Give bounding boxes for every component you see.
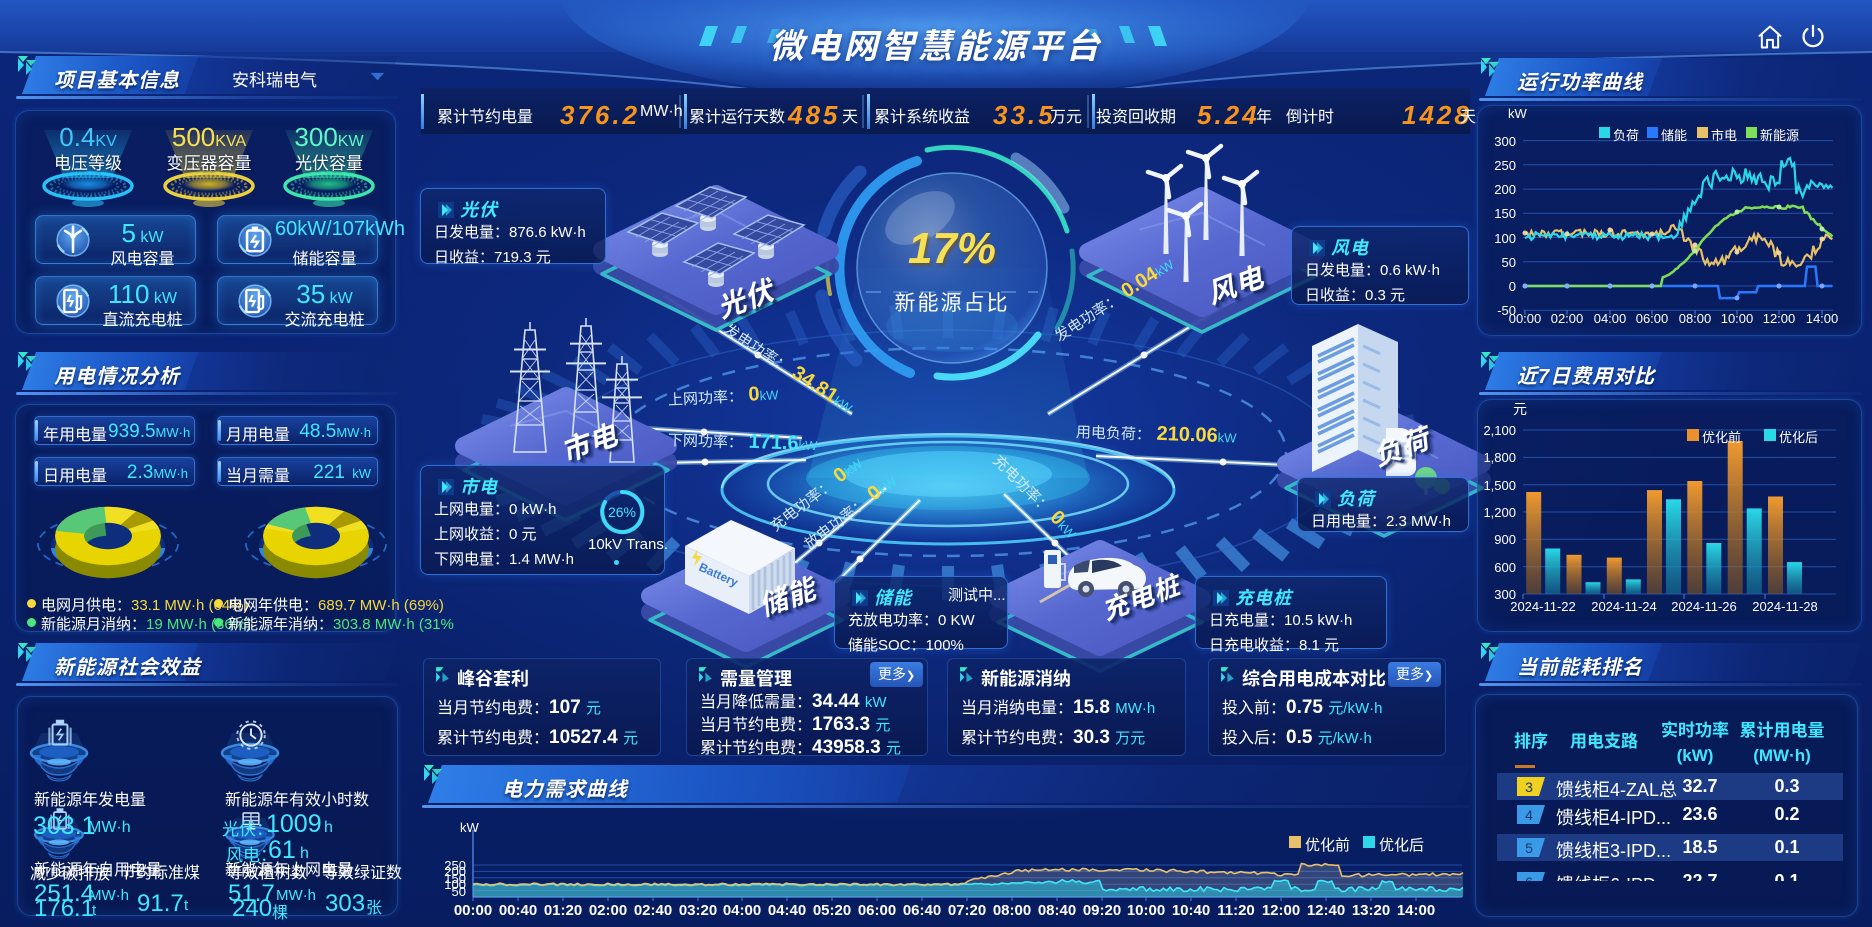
svg-text:1,500: 1,500 [1483,478,1516,493]
svg-text:50: 50 [1502,255,1516,270]
svg-text:08:00: 08:00 [993,902,1031,919]
svg-text:0: 0 [1509,279,1516,294]
svg-text:05:20: 05:20 [813,902,851,919]
svg-text:06:40: 06:40 [903,902,941,919]
svg-text:元: 元 [1513,399,1527,419]
svg-text:600: 600 [1494,560,1516,575]
svg-text:100: 100 [1494,231,1516,246]
svg-text:00:00: 00:00 [1509,311,1542,326]
svg-text:150: 150 [1494,206,1516,221]
svg-text:300: 300 [1494,587,1516,602]
svg-text:06:00: 06:00 [858,902,896,919]
svg-text:2024-11-24: 2024-11-24 [1591,599,1657,614]
svg-text:06:00: 06:00 [1636,311,1669,326]
svg-text:13:20: 13:20 [1352,902,1390,919]
svg-text:03:20: 03:20 [679,902,717,919]
svg-text:10:00: 10:00 [1127,902,1165,919]
svg-text:200: 200 [444,864,466,879]
svg-text:1,200: 1,200 [1483,505,1516,520]
svg-text:2,100: 2,100 [1483,423,1516,438]
svg-text:11:20: 11:20 [1217,902,1255,919]
svg-text:150: 150 [444,871,466,886]
svg-text:1,800: 1,800 [1483,450,1516,465]
svg-text:2024-11-26: 2024-11-26 [1671,599,1737,614]
svg-text:kW: kW [1508,106,1528,121]
svg-text:4: 4 [1525,807,1533,823]
svg-text:50: 50 [452,884,466,899]
svg-text:300: 300 [1494,134,1516,149]
svg-text:-50: -50 [1497,303,1516,318]
svg-text:08:40: 08:40 [1038,902,1076,919]
svg-text:12:00: 12:00 [1763,311,1796,326]
svg-text:04:40: 04:40 [768,902,806,919]
svg-text:900: 900 [1494,532,1516,547]
svg-text:5: 5 [1525,840,1533,856]
svg-text:12:40: 12:40 [1307,902,1345,919]
svg-text:08:00: 08:00 [1679,311,1712,326]
svg-text:04:00: 04:00 [723,902,761,919]
svg-text:250: 250 [444,858,466,873]
svg-text:12:00: 12:00 [1262,902,1300,919]
svg-text:kW: kW [460,820,480,835]
svg-text:10:00: 10:00 [1721,311,1754,326]
svg-text:14:00: 14:00 [1806,311,1839,326]
svg-text:02:40: 02:40 [634,902,672,919]
svg-text:09:20: 09:20 [1083,902,1121,919]
svg-text:00:40: 00:40 [499,902,537,919]
svg-text:2024-11-22: 2024-11-22 [1510,599,1576,614]
svg-text:100: 100 [444,877,466,892]
svg-text:02:00: 02:00 [1551,311,1584,326]
svg-text:00:00: 00:00 [454,902,492,919]
svg-text:14:00: 14:00 [1397,902,1435,919]
svg-text:10:40: 10:40 [1172,902,1210,919]
svg-text:07:20: 07:20 [948,902,986,919]
svg-text:2024-11-28: 2024-11-28 [1752,599,1818,614]
svg-text:26%: 26% [608,504,636,520]
svg-text:3: 3 [1525,779,1533,795]
svg-text:6: 6 [1525,874,1533,881]
svg-text:01:20: 01:20 [544,902,582,919]
svg-text:02:00: 02:00 [589,902,627,919]
svg-text:250: 250 [1494,158,1516,173]
svg-text:04:00: 04:00 [1594,311,1627,326]
svg-text:200: 200 [1494,182,1516,197]
